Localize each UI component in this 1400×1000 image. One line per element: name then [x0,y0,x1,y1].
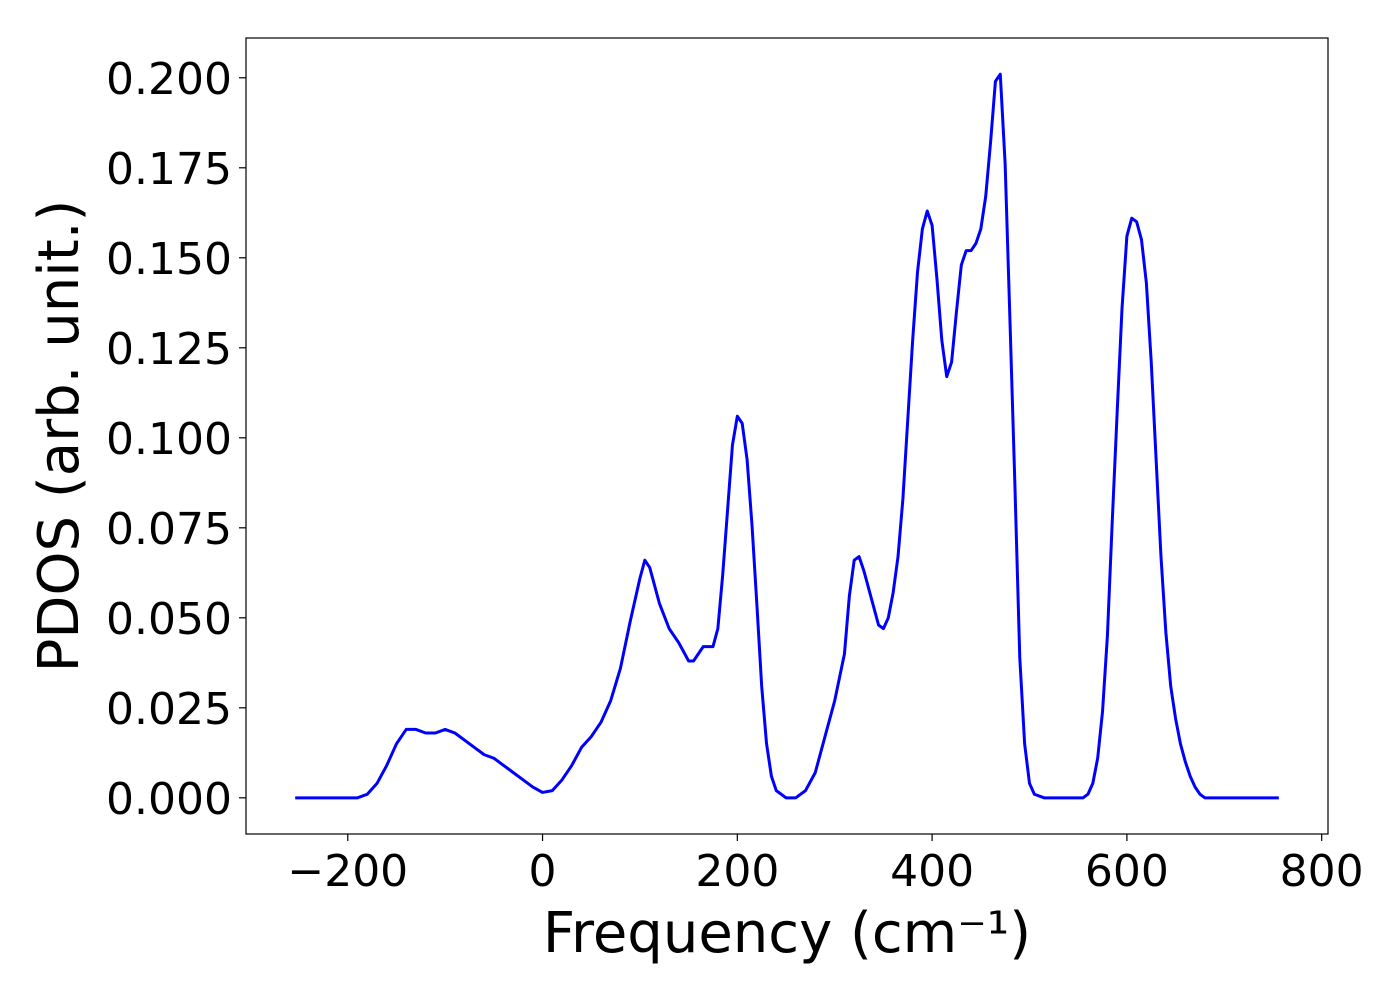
x-axis-label: Frequency (cm⁻¹) [543,901,1031,966]
x-tick-label: 400 [890,846,974,897]
x-tick-label: 0 [529,846,557,897]
y-axis-label: PDOS (arb. unit.) [27,200,92,673]
y-tick-label: 0.100 [106,414,232,465]
y-tick-label: 0.050 [106,594,232,645]
x-tick-label: 800 [1280,846,1364,897]
y-tick-label: 0.025 [106,684,232,735]
x-tick-label: 600 [1085,846,1169,897]
y-tick-label: 0.175 [106,144,232,195]
x-tick-label: −200 [287,846,408,897]
y-tick-label: 0.200 [106,54,232,105]
plot-frame [245,37,1329,835]
y-tick-label: 0.000 [106,774,232,825]
y-tick-label: 0.125 [106,324,232,375]
y-tick-label: 0.075 [106,504,232,555]
y-tick-label: 0.150 [106,234,232,285]
pdos-line [295,72,1279,800]
x-tick-label: 200 [695,846,779,897]
